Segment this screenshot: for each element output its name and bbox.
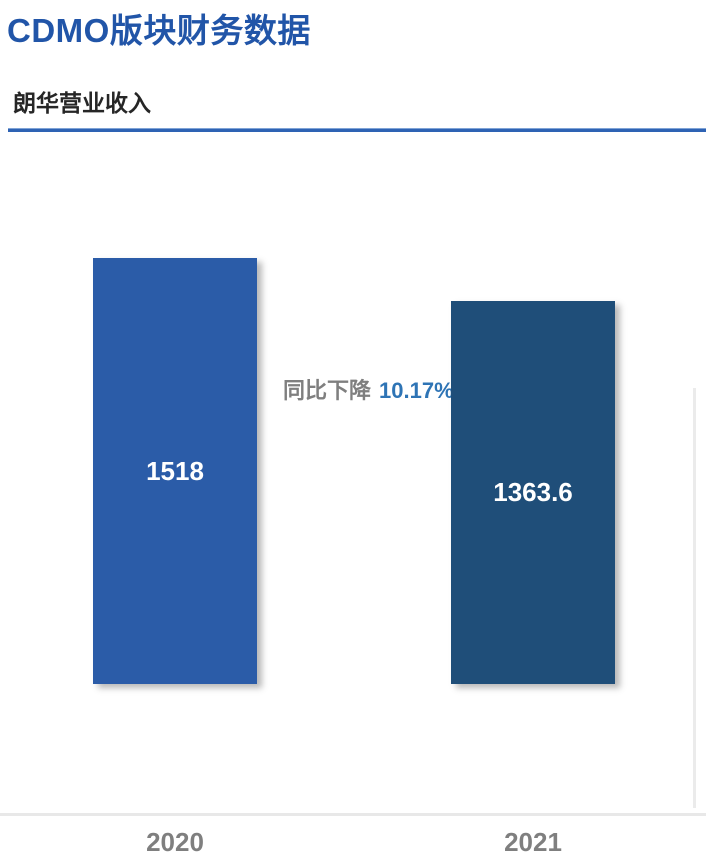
bar-2021: 1363.6 (451, 301, 615, 684)
right-edge-line (693, 388, 696, 808)
x-axis-label-2020: 2020 (146, 827, 204, 857)
section-divider (8, 128, 706, 132)
x-axis-label-2021: 2021 (504, 827, 562, 857)
bar-2020-value-label: 1518 (146, 455, 204, 486)
yoy-annotation-percent: 10.17% (379, 378, 454, 403)
yoy-annotation-text: 同比下降 (283, 378, 372, 403)
bar-chart: 同比下降 10.17% 1518 1363.6 2020 2021 (0, 130, 706, 857)
x-axis-line (0, 813, 706, 816)
yoy-annotation: 同比下降 10.17% (283, 373, 454, 405)
page-title: CDMO版块财务数据 (7, 12, 311, 49)
bar-2021-value-label: 1363.6 (493, 477, 573, 507)
section-title: 朗华营业收入 (13, 90, 151, 116)
bar-2020: 1518 (93, 258, 257, 684)
